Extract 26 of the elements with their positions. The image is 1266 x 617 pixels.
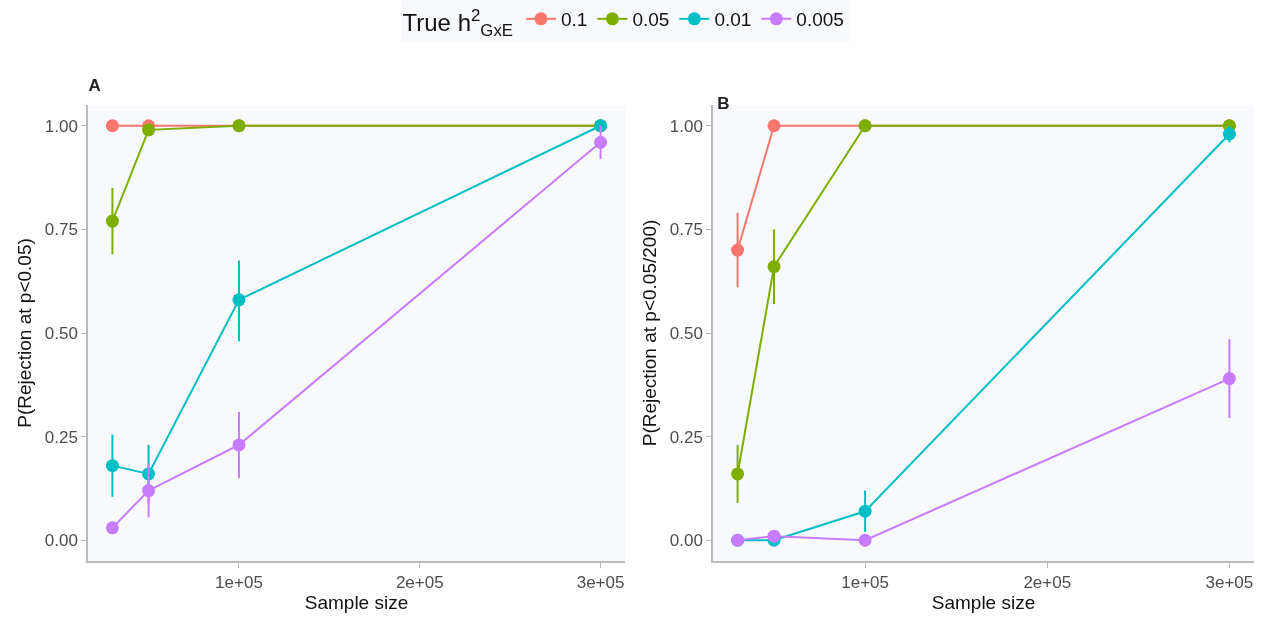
x-axis-title: Sample size <box>931 592 1036 614</box>
legend-label: 0.1 <box>560 9 588 31</box>
y-tick-label: 0.00 <box>44 531 78 551</box>
x-tick-label: 3e+05 <box>1205 573 1254 593</box>
y-tick-label: 0.50 <box>669 323 703 343</box>
chart-title: B <box>717 93 730 113</box>
y-tick-label: 0.25 <box>44 427 78 447</box>
chart-title: A <box>88 76 101 96</box>
y-axis-title: P(Rejection at p<0.05) <box>14 238 36 428</box>
y-tick-label: 0.25 <box>669 427 703 447</box>
y-tick-label: 1.00 <box>669 116 703 136</box>
y-tick-label: 0.50 <box>44 323 78 343</box>
x-tick-label: 3e+05 <box>576 573 625 593</box>
x-tick-label: 1e+05 <box>215 573 263 593</box>
y-tick-label: 0.75 <box>44 220 78 240</box>
y-tick-label: 0.75 <box>669 220 703 240</box>
x-tick-label: 2e+05 <box>1023 573 1072 593</box>
y-tick-label: 0.00 <box>669 531 703 551</box>
y-axis-title: P(Rejection at p<0.05/200) <box>639 219 661 447</box>
legend-label: 0.05 <box>632 9 670 31</box>
legend-label: 0.01 <box>714 9 752 31</box>
x-axis-title: Sample size <box>304 592 409 614</box>
legend-label: 0.005 <box>796 9 844 31</box>
x-tick-label: 2e+05 <box>395 573 444 593</box>
x-tick-label: 1e+05 <box>841 573 889 593</box>
y-tick-label: 1.00 <box>44 116 78 136</box>
